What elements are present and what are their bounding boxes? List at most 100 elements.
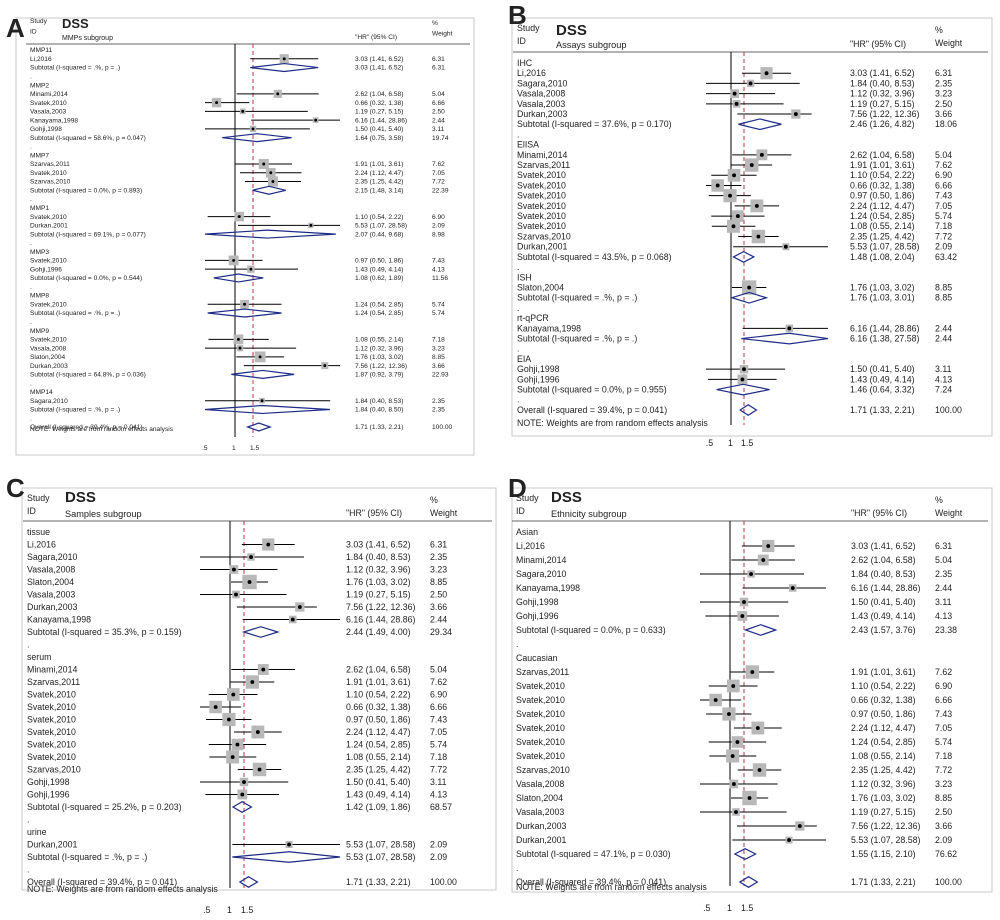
- study-label: Szarvas,2010: [516, 765, 570, 775]
- study-weight-text: 7.72: [935, 231, 952, 241]
- row-study: Durkan,2003 7.56 (1.22, 12.36) 3.66: [27, 602, 447, 612]
- footnote: NOTE: Weights are from random effects an…: [517, 418, 708, 428]
- axis-tick-label: 1.5: [250, 445, 259, 452]
- row-study: Durkan,2001 5.53 (1.07, 28.58) 2.09: [516, 835, 952, 845]
- study-label: Vasala,2008: [516, 779, 564, 789]
- study-ci-text: 1.08 (0.55, 2.14): [346, 752, 411, 762]
- study-weight-text: 7.05: [430, 727, 447, 737]
- spacer-dot: .: [517, 262, 519, 272]
- study-ci-text: 1.84 (0.40, 8.53): [851, 569, 916, 579]
- row-subtotal: Subtotal (I-squared = .%, p = .) 6.16 (1.…: [517, 332, 952, 345]
- subgroup-label: IHC: [517, 58, 533, 68]
- study-ci-text: 0.97 (0.50, 1.86): [851, 709, 916, 719]
- study-label: Szarvas,2010: [27, 764, 81, 774]
- study-label: Svatek,2010: [27, 714, 76, 724]
- point-estimate: [257, 767, 262, 772]
- row-study: Svatek,2010 0.97 (0.50, 1.86) 7.43: [517, 189, 952, 203]
- column-head-id: ID: [30, 29, 37, 36]
- column-head-id: ID: [516, 506, 525, 516]
- subgroup-label: MMP1: [30, 205, 49, 212]
- point-estimate: [740, 614, 745, 618]
- column-head-weight: Weight: [430, 508, 458, 518]
- row-header: EIA: [517, 354, 531, 364]
- study-weight-text: 8.85: [432, 354, 445, 361]
- study-label: Kanayama,1998: [27, 614, 91, 624]
- study-weight-text: 7.72: [430, 764, 447, 774]
- study-label: Minami,2014: [27, 664, 77, 674]
- study-weight-text: 7.18: [432, 337, 445, 344]
- point-estimate: [728, 193, 732, 198]
- point-estimate: [234, 592, 238, 597]
- study-label: Svatek,2010: [30, 258, 67, 265]
- study-weight-text: 2.35: [430, 552, 447, 562]
- row-study: Svatek,2010 1.24 (0.54, 2.85) 5.74: [27, 738, 447, 751]
- point-estimate: [797, 824, 802, 828]
- study-weight-text: 6.66: [935, 695, 952, 705]
- row-study: Slaton,2004 1.76 (1.03, 3.02) 8.85: [30, 351, 445, 363]
- study-weight-text: 8.85: [935, 793, 952, 803]
- subgroup-label: serum: [27, 652, 51, 662]
- spacer-dot: .: [30, 196, 32, 203]
- subtotal-label: Subtotal (I-squared = 47.1%, p = 0.030): [516, 849, 671, 859]
- subtotal-weight-text: 23.38: [935, 625, 957, 635]
- study-weight-text: 7.18: [935, 221, 952, 231]
- row-study: Gohji,1998 1.50 (0.41, 5.40) 3.11: [517, 364, 952, 374]
- axis-tick-label: 1: [728, 438, 733, 448]
- point-estimate: [757, 768, 762, 772]
- study-label: Svatek,2010: [27, 702, 76, 712]
- study-weight-text: 2.50: [935, 807, 952, 817]
- row-study: Sagara,2010 1.84 (0.40, 8.53) 2.35: [517, 78, 952, 88]
- panel-frame: [21, 487, 497, 891]
- subtotal-ci-text: 1.08 (0.62, 1.89): [355, 275, 403, 282]
- point-estimate: [276, 92, 280, 96]
- row-gap: .: [27, 814, 29, 824]
- study-ci-text: 1.24 (0.54, 2.85): [346, 739, 411, 749]
- overall-label: Overall (I-squared = 39.4%, p = 0.041): [517, 405, 667, 415]
- point-estimate: [243, 302, 247, 306]
- subtotal-weight-text: 8.85: [935, 293, 952, 303]
- row-header: MMP9: [30, 328, 49, 335]
- subtotal-weight-text: 2.44: [935, 333, 952, 343]
- row-gap: .: [516, 639, 518, 649]
- subtotal-diamond: [738, 118, 782, 131]
- study-ci-text: 6.16 (1.44, 28.86): [355, 117, 407, 124]
- row-header: IHC: [517, 58, 533, 68]
- study-weight-text: 3.66: [430, 602, 447, 612]
- study-label: Durkan,2001: [516, 835, 566, 845]
- row-header: MMP2: [30, 82, 49, 89]
- row-study: Kanayama,1998 6.16 (1.44, 28.86) 2.44: [516, 583, 952, 593]
- study-label: Sagara,2010: [517, 78, 567, 88]
- subtotal-ci-text: 3.03 (1.41, 6.52): [355, 65, 403, 72]
- study-ci-text: 1.19 (0.27, 5.15): [355, 109, 403, 116]
- point-estimate: [731, 782, 736, 786]
- column-head-hr: "HR" (95% CI): [346, 508, 402, 518]
- row-header: rt-qPCR: [517, 313, 549, 323]
- panel-title: DSS: [62, 16, 89, 31]
- row-header: MMP1: [30, 205, 49, 212]
- row-study: Minami,2014 2.62 (1.04, 6.58) 5.04: [516, 554, 952, 566]
- row-study: Gohji,1996 1.43 (0.49, 4.14) 4.13: [517, 374, 952, 384]
- subtotal-label: Subtotal (I-squared = 37.6%, p = 0.170): [517, 119, 672, 129]
- column-head-study: Study: [516, 493, 539, 503]
- subtotal-ci-text: 1.46 (0.64, 3.32): [850, 385, 915, 395]
- study-label: Li,2016: [27, 539, 56, 549]
- study-ci-text: 6.16 (1.44, 28.86): [346, 614, 416, 624]
- panel-letter: B: [508, 0, 527, 30]
- study-label: Sagara,2010: [516, 569, 566, 579]
- study-label: Svatek,2010: [30, 170, 67, 177]
- row-header: Asian: [516, 527, 538, 537]
- point-estimate: [742, 367, 746, 372]
- study-label: Sagara,2010: [30, 398, 68, 405]
- study-label: Minami,2014: [516, 555, 566, 565]
- study-label: Kanayama,1998: [517, 323, 581, 333]
- point-estimate: [258, 355, 262, 359]
- row-study: Slaton,2004 1.76 (1.03, 3.02) 8.85: [516, 790, 952, 806]
- axis-tick-label: .5: [202, 445, 208, 452]
- subtotal-label: Subtotal (I-squared = 0.0%, p = 0.633): [516, 625, 666, 635]
- column-head-study: Study: [30, 18, 48, 25]
- study-ci-text: 6.16 (1.44, 28.86): [851, 583, 921, 593]
- row-study: Vasala,2008 1.12 (0.32, 3.96) 3.23: [27, 564, 447, 574]
- point-estimate: [730, 754, 735, 758]
- study-ci-text: 1.43 (0.49, 4.14): [850, 374, 915, 384]
- subtotal-label: Subtotal (I-squared = .%, p = .): [30, 310, 120, 317]
